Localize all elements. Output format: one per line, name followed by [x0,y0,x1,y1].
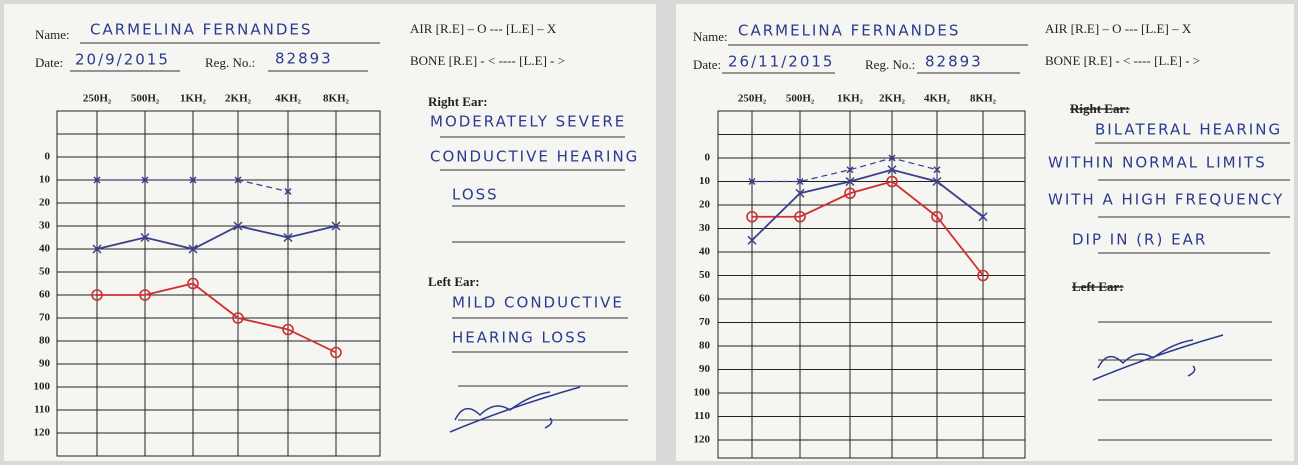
name-label: Name: [35,27,70,42]
y-tick-label: 60 [699,293,711,305]
name: CARMELINA FERNANDES [738,22,960,40]
y-tick-label: 80 [39,335,51,347]
y-tick-label: 120 [694,434,711,446]
y-tick-label: 10 [699,175,711,187]
y-tick-label: 70 [39,312,51,324]
y-tick-label: 110 [694,410,710,422]
y-tick-label: 20 [39,197,51,209]
x-tick-label: 2KH₂ [879,93,906,105]
y-tick-label: 0 [705,152,711,164]
right-ear-notes: LOSS [452,186,499,204]
reg-no: 82893 [275,50,333,68]
x-tick-label: 4KH₂ [924,93,951,105]
y-tick-label: 120 [34,427,51,439]
right-ear-label: Right Ear: [428,94,488,109]
right-ear-notes: WITHIN NORMAL LIMITS [1048,154,1267,172]
x-tick-label: 8KH₂ [323,93,350,105]
reg-label: Reg. No.: [865,57,915,72]
y-tick-label: 80 [699,340,711,352]
y-tick-label: 30 [699,222,711,234]
left-ear-label: Left Ear: [428,274,480,289]
legend-air: AIR [R.E] – O --- [L.E] – X [1045,21,1192,36]
x-tick-label: 4KH₂ [275,93,302,105]
x-tick-label: 500H₂ [131,93,160,105]
right-ear-notes: DIP IN (R) EAR [1072,231,1207,249]
date: 20/9/2015 [75,51,170,69]
left-ear-notes: MILD CONDUCTIVE [452,294,624,312]
legend-bone: BONE [R.E] - < ---- [L.E] - > [1045,53,1200,68]
date: 26/11/2015 [728,53,834,71]
right-ear-notes: WITH A HIGH FREQUENCY [1048,191,1284,209]
right-ear-notes: CONDUCTIVE HEARING [430,148,639,166]
y-tick-label: 90 [39,358,51,370]
x-tick-label: 1KH₂ [180,93,207,105]
right-ear-notes: BILATERAL HEARING [1095,121,1282,139]
x-tick-label: 1KH₂ [837,93,864,105]
x-tick-label: 250H₂ [738,93,767,105]
x-tick-label: 500H₂ [786,93,815,105]
y-tick-label: 60 [39,289,51,301]
x-tick-label: 2KH₂ [225,93,252,105]
right-ear-label: Right Ear: [1070,101,1130,116]
y-tick-label: 10 [39,174,51,186]
date-label: Date: [693,57,721,72]
left-ear-label: Left Ear: [1072,279,1124,294]
form-sheet [4,4,656,461]
legend-bone: BONE [R.E] - < ---- [L.E] - > [410,53,565,68]
y-tick-label: 110 [34,404,50,416]
legend-air: AIR [R.E] – O --- [L.E] – X [410,21,557,36]
y-tick-label: 90 [699,363,711,375]
x-tick-label: 8KH₂ [970,93,997,105]
reg-no: 82893 [925,53,983,71]
y-tick-label: 20 [699,199,711,211]
date-label: Date: [35,55,63,70]
y-tick-label: 70 [699,316,711,328]
audiogram-page: Name: CARMELINA FERNANDES Date: 20/9/2015 Re… [0,0,1298,465]
name-label: Name: [693,29,728,44]
name: CARMELINA FERNANDES [90,21,312,39]
y-tick-label: 0 [45,151,51,163]
y-tick-label: 40 [39,243,51,255]
y-tick-label: 100 [34,381,51,393]
x-tick-label: 250H₂ [83,93,112,105]
y-tick-label: 30 [39,220,51,232]
right-ear-notes: MODERATELY SEVERE [430,113,626,131]
y-tick-label: 50 [699,269,711,281]
reg-label: Reg. No.: [205,55,255,70]
y-tick-label: 50 [39,266,51,278]
y-tick-label: 40 [699,246,711,258]
left-ear-notes: HEARING LOSS [452,329,588,347]
y-tick-label: 100 [694,387,711,399]
